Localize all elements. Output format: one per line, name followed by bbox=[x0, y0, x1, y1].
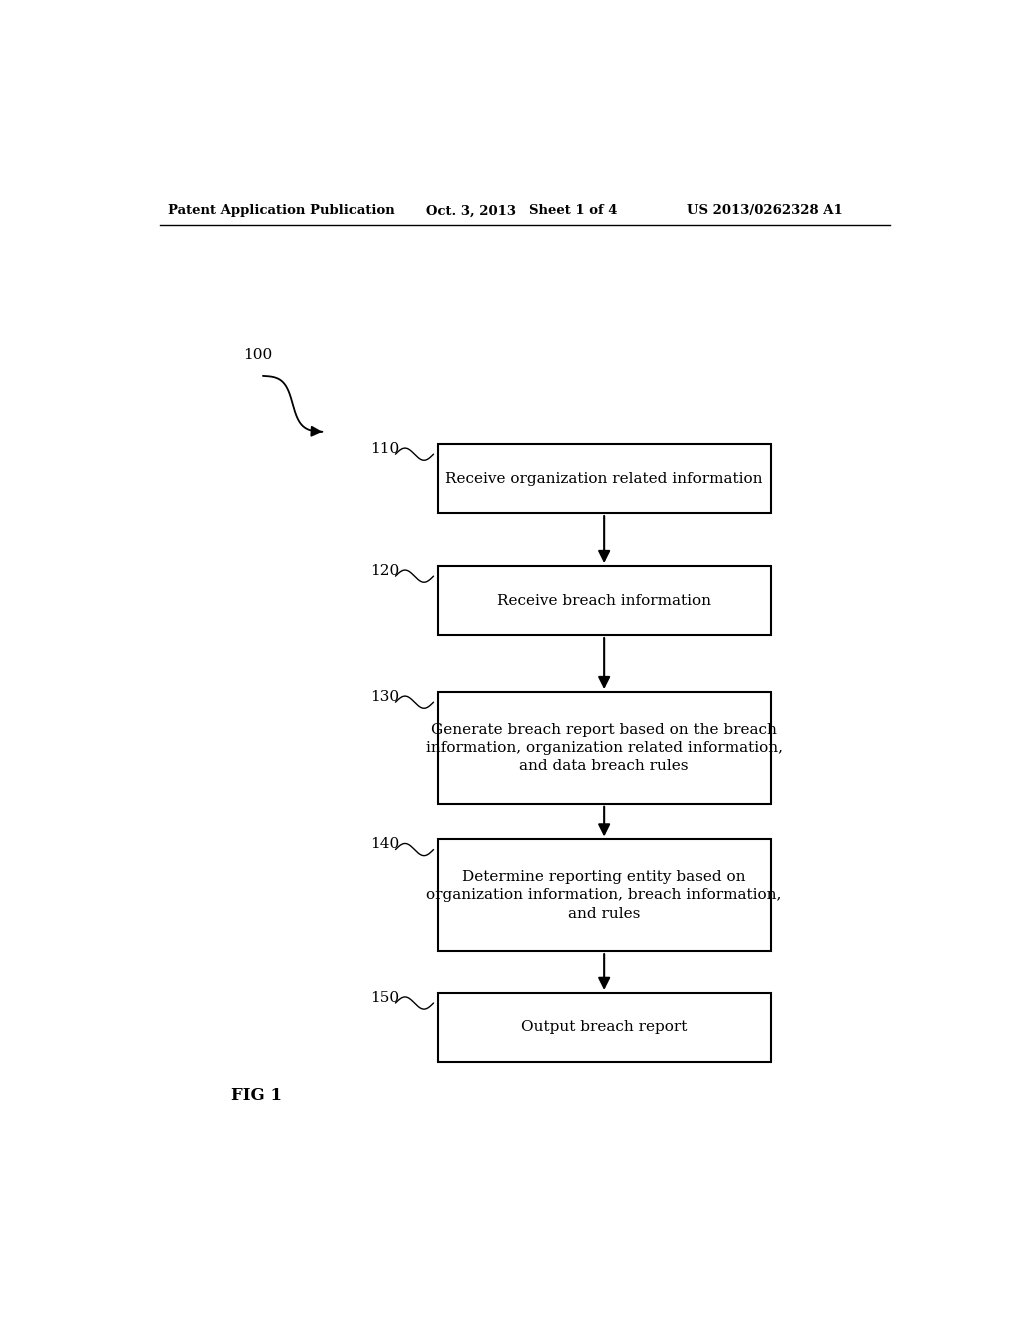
Text: Oct. 3, 2013: Oct. 3, 2013 bbox=[426, 205, 516, 218]
Text: Determine reporting entity based on
organization information, breach information: Determine reporting entity based on orga… bbox=[426, 870, 782, 920]
Text: Sheet 1 of 4: Sheet 1 of 4 bbox=[528, 205, 617, 218]
Text: 140: 140 bbox=[370, 837, 399, 851]
Bar bbox=[437, 993, 771, 1063]
Text: 120: 120 bbox=[370, 564, 399, 578]
Text: 110: 110 bbox=[370, 442, 399, 455]
Text: 130: 130 bbox=[370, 690, 399, 704]
Text: FIG 1: FIG 1 bbox=[231, 1086, 283, 1104]
Text: Output breach report: Output breach report bbox=[521, 1020, 687, 1035]
Text: Receive organization related information: Receive organization related information bbox=[445, 471, 763, 486]
Text: Receive breach information: Receive breach information bbox=[498, 594, 711, 607]
Bar bbox=[437, 444, 771, 513]
Bar bbox=[437, 840, 771, 952]
Text: Generate breach report based on the breach
information, organization related inf: Generate breach report based on the brea… bbox=[426, 722, 782, 774]
Bar bbox=[437, 566, 771, 635]
Bar bbox=[437, 692, 771, 804]
Text: US 2013/0262328 A1: US 2013/0262328 A1 bbox=[687, 205, 843, 218]
Text: 100: 100 bbox=[243, 347, 272, 362]
Text: Patent Application Publication: Patent Application Publication bbox=[168, 205, 394, 218]
Text: 150: 150 bbox=[370, 991, 399, 1005]
